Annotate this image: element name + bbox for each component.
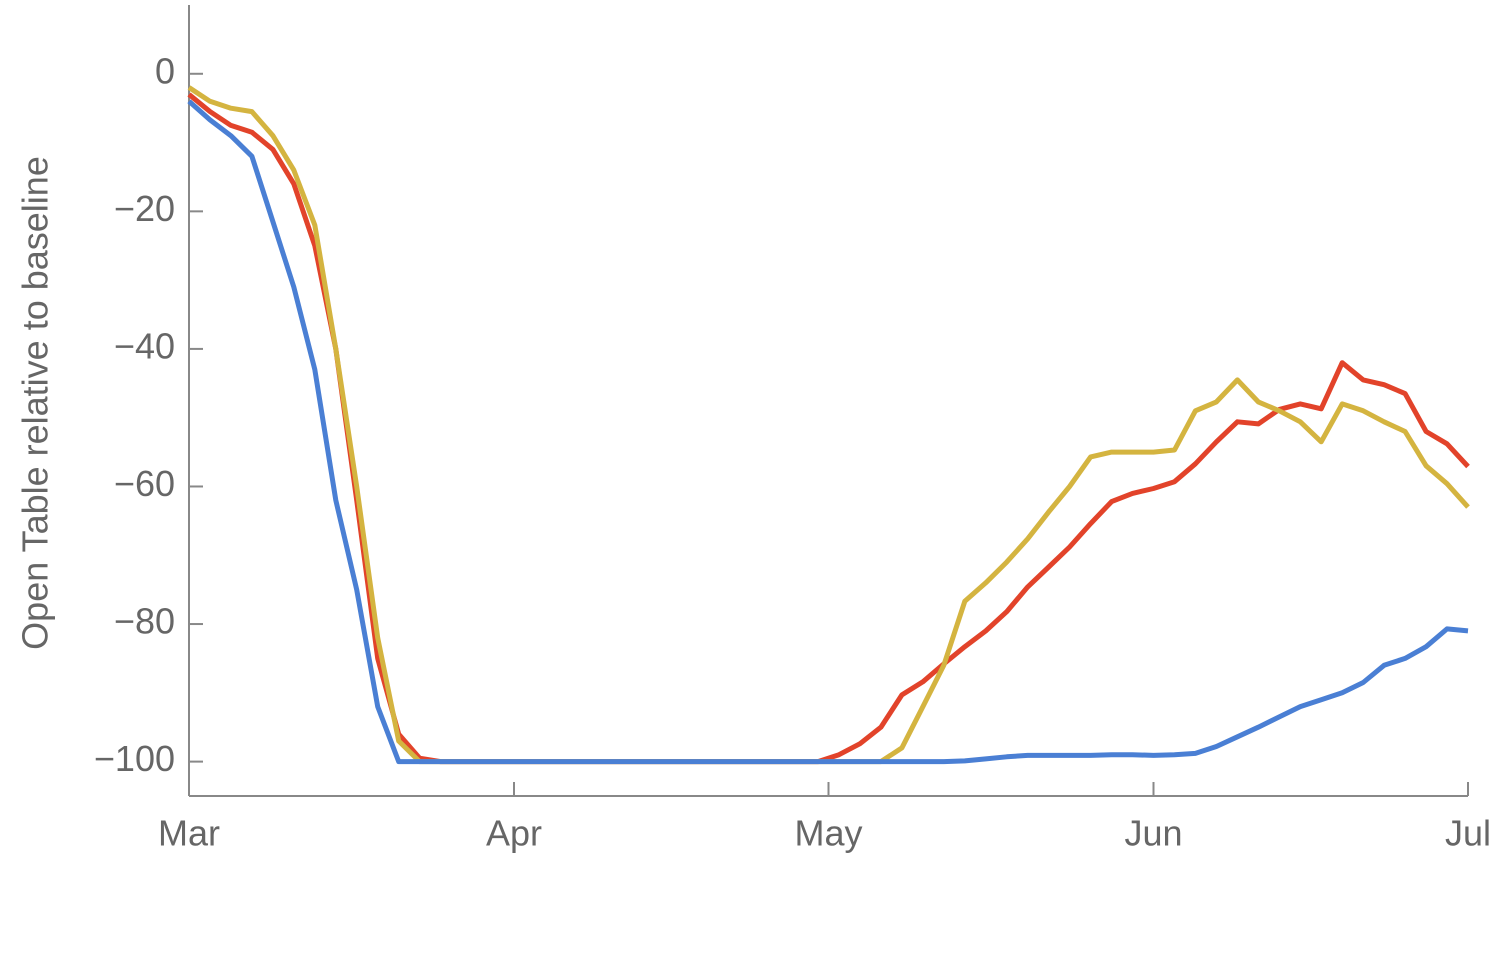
y-axis-label: Open Table relative to baseline (15, 156, 56, 650)
series-line (187, 99, 1469, 765)
y-tick-label: −100 (94, 738, 175, 779)
x-tick-label: May (794, 813, 862, 854)
x-tick-label: Mar (158, 813, 220, 854)
y-tick-label: −20 (114, 188, 175, 229)
y-tick-label: −60 (114, 463, 175, 504)
series-line (187, 85, 1470, 765)
x-tick-label: Jun (1124, 813, 1182, 854)
series-line (187, 92, 1470, 765)
x-tick-label: Jul (1445, 813, 1491, 854)
y-tick-label: −40 (114, 325, 175, 366)
y-tick-label: −80 (114, 601, 175, 642)
y-tick-label: 0 (155, 50, 175, 91)
x-tick-label: Apr (486, 813, 542, 854)
